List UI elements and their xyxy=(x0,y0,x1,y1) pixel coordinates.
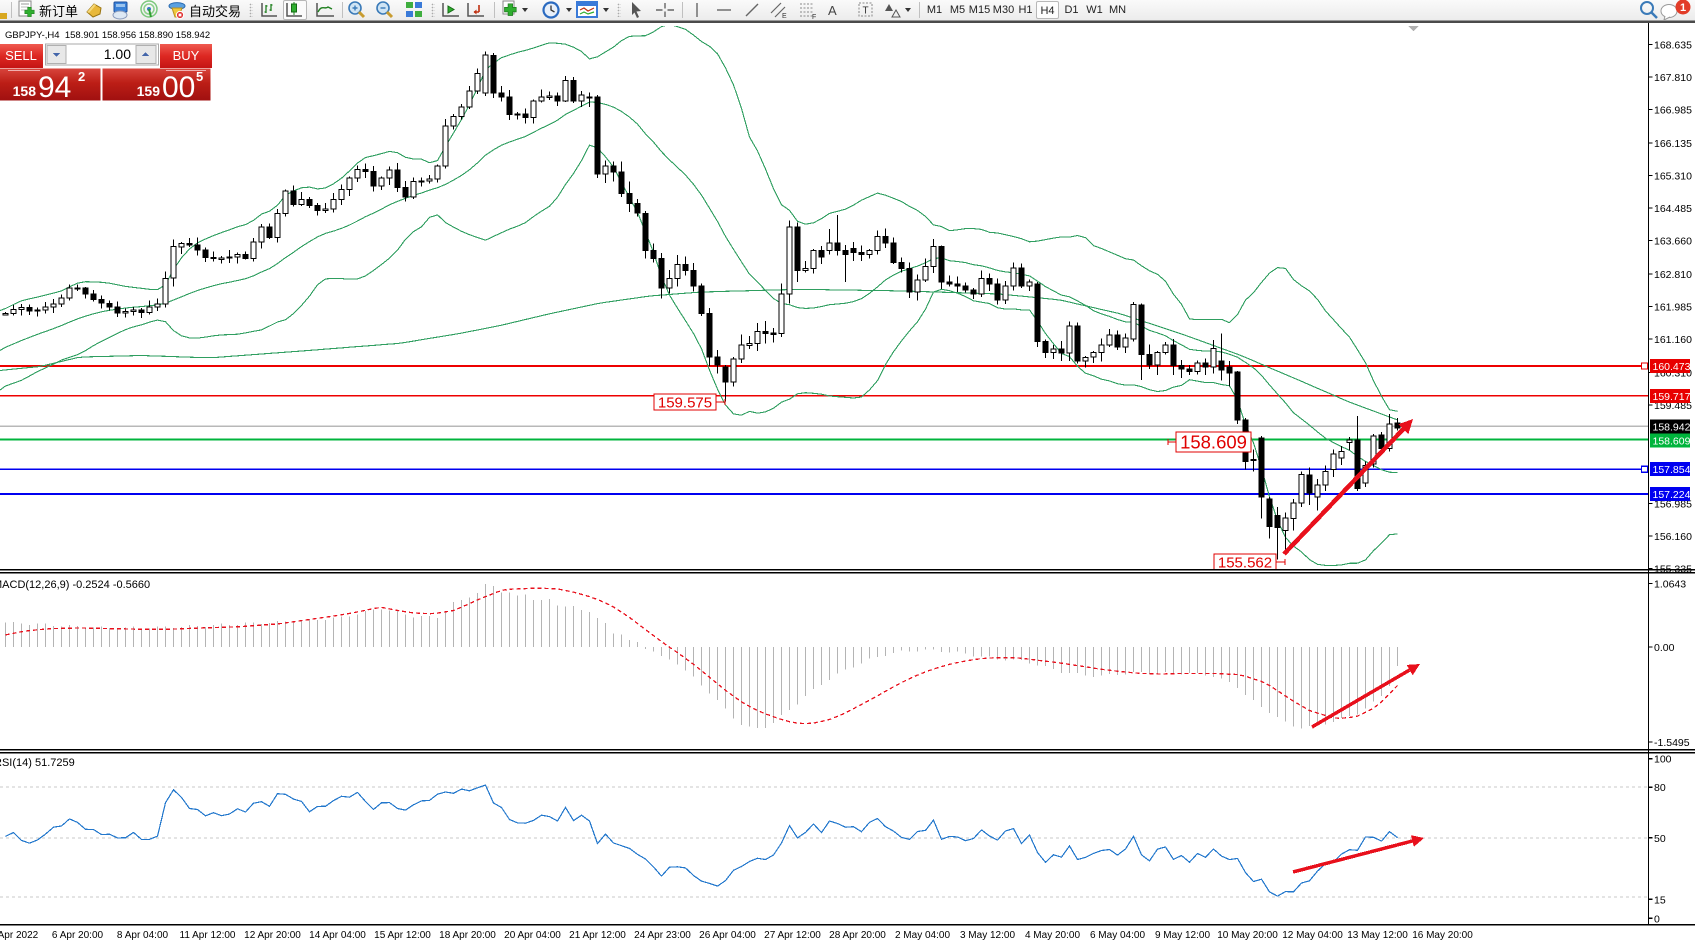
svg-text:159.717: 159.717 xyxy=(1653,391,1691,403)
svg-text:12 Apr 20:00: 12 Apr 20:00 xyxy=(244,930,301,941)
svg-text:16 May 20:00: 16 May 20:00 xyxy=(1412,930,1473,941)
svg-text:2: 2 xyxy=(78,69,85,84)
svg-text:1: 1 xyxy=(1680,2,1686,14)
svg-text:50: 50 xyxy=(1654,833,1666,845)
svg-text:158.609: 158.609 xyxy=(1180,432,1247,453)
svg-text:-1.5495: -1.5495 xyxy=(1654,737,1690,749)
svg-text:3 May 12:00: 3 May 12:00 xyxy=(960,930,1015,941)
svg-text:11 Apr 12:00: 11 Apr 12:00 xyxy=(180,930,236,941)
svg-text:161.160: 161.160 xyxy=(1654,334,1692,346)
svg-text:159.575: 159.575 xyxy=(658,394,712,411)
svg-text:155.335: 155.335 xyxy=(1654,563,1692,575)
svg-text:9 May 12:00: 9 May 12:00 xyxy=(1155,930,1210,941)
svg-text:167.810: 167.810 xyxy=(1654,72,1692,84)
svg-text:166.135: 166.135 xyxy=(1654,138,1692,150)
svg-text:6 May 04:00: 6 May 04:00 xyxy=(1090,930,1145,941)
svg-text:100: 100 xyxy=(1654,754,1672,766)
svg-text:2 May 04:00: 2 May 04:00 xyxy=(895,930,950,941)
svg-text:18 Apr 20:00: 18 Apr 20:00 xyxy=(439,930,496,941)
svg-text:159.485: 159.485 xyxy=(1654,400,1692,412)
svg-text:12 May 04:00: 12 May 04:00 xyxy=(1282,930,1343,941)
svg-text:MACD(12,26,9) -0.2524 -0.5660: MACD(12,26,9) -0.2524 -0.5660 xyxy=(0,579,150,591)
svg-text:10 May 20:00: 10 May 20:00 xyxy=(1217,930,1278,941)
svg-text:158.609: 158.609 xyxy=(1653,435,1691,447)
svg-text:GBPJPY-,H4 158.901 158.956 15: GBPJPY-,H4 158.901 158.956 158.890 158.9… xyxy=(5,30,210,41)
svg-text:8 Apr 04:00: 8 Apr 04:00 xyxy=(117,930,169,941)
svg-text:1.0643: 1.0643 xyxy=(1654,579,1686,591)
svg-text:157.224: 157.224 xyxy=(1653,489,1691,501)
svg-text:94: 94 xyxy=(38,71,71,104)
svg-text:80: 80 xyxy=(1654,782,1666,794)
svg-text:0.00: 0.00 xyxy=(1654,642,1675,654)
svg-text:21 Apr 12:00: 21 Apr 12:00 xyxy=(569,930,626,941)
svg-text:156.160: 156.160 xyxy=(1654,531,1692,543)
svg-text:160.473: 160.473 xyxy=(1653,361,1691,373)
svg-text:SELL: SELL xyxy=(5,48,37,63)
svg-text:158: 158 xyxy=(13,83,37,99)
svg-text:163.660: 163.660 xyxy=(1654,236,1692,248)
svg-text:4 Apr 2022: 4 Apr 2022 xyxy=(0,930,39,941)
svg-text:5: 5 xyxy=(196,69,203,84)
svg-text:1.00: 1.00 xyxy=(104,46,131,62)
svg-text:BUY: BUY xyxy=(173,48,200,63)
svg-text:27 Apr 12:00: 27 Apr 12:00 xyxy=(764,930,821,941)
svg-text:15: 15 xyxy=(1654,894,1666,906)
svg-text:20 Apr 04:00: 20 Apr 04:00 xyxy=(504,930,561,941)
svg-text:RSI(14) 51.7259: RSI(14) 51.7259 xyxy=(0,757,75,769)
svg-text:24 Apr 23:00: 24 Apr 23:00 xyxy=(634,930,691,941)
svg-text:14 Apr 04:00: 14 Apr 04:00 xyxy=(309,930,366,941)
svg-text:166.985: 166.985 xyxy=(1654,105,1692,117)
svg-text:168.635: 168.635 xyxy=(1654,40,1692,52)
svg-text:13 May 12:00: 13 May 12:00 xyxy=(1347,930,1408,941)
svg-text:00: 00 xyxy=(162,71,195,104)
svg-text:155.562: 155.562 xyxy=(1218,554,1272,571)
svg-text:26 Apr 04:00: 26 Apr 04:00 xyxy=(699,930,756,941)
svg-text:F: F xyxy=(812,14,816,20)
svg-text:162.810: 162.810 xyxy=(1654,269,1692,281)
svg-text:6 Apr 20:00: 6 Apr 20:00 xyxy=(52,930,104,941)
svg-text:158.942: 158.942 xyxy=(1653,421,1691,433)
svg-text:4 May 20:00: 4 May 20:00 xyxy=(1025,930,1080,941)
svg-text:157.854: 157.854 xyxy=(1653,464,1691,476)
svg-text:165.310: 165.310 xyxy=(1654,171,1692,183)
svg-text:164.485: 164.485 xyxy=(1654,203,1692,215)
svg-text:0: 0 xyxy=(1654,913,1660,925)
svg-text:E: E xyxy=(782,13,787,20)
svg-text:156.985: 156.985 xyxy=(1654,498,1692,510)
svg-text:15 Apr 12:00: 15 Apr 12:00 xyxy=(374,930,431,941)
svg-text:28 Apr 20:00: 28 Apr 20:00 xyxy=(829,930,886,941)
svg-text:159: 159 xyxy=(137,83,161,99)
svg-text:T: T xyxy=(863,6,869,17)
svg-text:161.985: 161.985 xyxy=(1654,302,1692,314)
